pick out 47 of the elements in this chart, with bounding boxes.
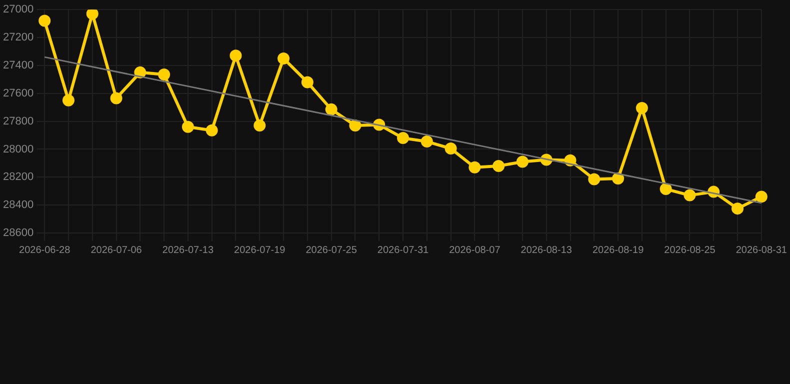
point bbox=[278, 52, 290, 64]
y-tick-label: 28000 bbox=[2, 143, 34, 156]
y-tick-label: 27400 bbox=[2, 59, 34, 72]
point bbox=[182, 120, 194, 133]
point bbox=[397, 132, 410, 144]
point bbox=[755, 190, 768, 203]
x-tick-label: 2026-07-13 bbox=[162, 244, 214, 256]
x-tick-label: 2026-07-25 bbox=[306, 244, 358, 256]
x-tick-label: 2026-07-19 bbox=[234, 244, 286, 256]
point bbox=[444, 142, 457, 155]
point bbox=[254, 119, 266, 132]
point bbox=[325, 103, 338, 116]
x-tick-label: 2026-08-13 bbox=[520, 244, 572, 256]
point bbox=[134, 66, 146, 78]
x-tick-label: 2026-08-25 bbox=[664, 244, 716, 256]
point bbox=[732, 202, 744, 215]
point bbox=[86, 10, 98, 20]
point bbox=[301, 76, 314, 88]
point bbox=[636, 102, 648, 114]
x-tick-label: 2026-08-19 bbox=[592, 244, 644, 256]
y-tick-label: 28400 bbox=[2, 199, 34, 212]
y-tick-label: 27000 bbox=[2, 4, 34, 16]
point bbox=[468, 161, 481, 174]
x-tick-label: 2026-08-31 bbox=[736, 244, 788, 256]
y-tick-label: 28600 bbox=[2, 227, 34, 240]
point bbox=[492, 160, 505, 172]
point bbox=[230, 50, 242, 62]
x-tick-label: 2026-07-31 bbox=[377, 244, 430, 256]
point bbox=[62, 94, 74, 106]
point bbox=[612, 172, 624, 185]
y-tick-label: 27800 bbox=[2, 115, 34, 128]
x-tick-label: 2026-08-07 bbox=[449, 244, 501, 256]
x-tick-label: 2026-06-28 bbox=[19, 244, 71, 256]
x-tick-label: 2026-07-06 bbox=[90, 244, 142, 256]
point bbox=[349, 119, 362, 132]
point bbox=[38, 14, 51, 27]
y-tick-label: 27600 bbox=[2, 87, 34, 100]
point bbox=[158, 68, 170, 81]
point bbox=[588, 173, 600, 186]
point bbox=[684, 189, 696, 202]
y-tick-label: 28200 bbox=[2, 171, 34, 184]
point bbox=[516, 156, 528, 168]
point bbox=[206, 124, 218, 136]
y-tick-label: 27200 bbox=[2, 32, 34, 44]
point bbox=[660, 183, 672, 196]
point bbox=[420, 136, 433, 148]
point bbox=[110, 92, 122, 104]
